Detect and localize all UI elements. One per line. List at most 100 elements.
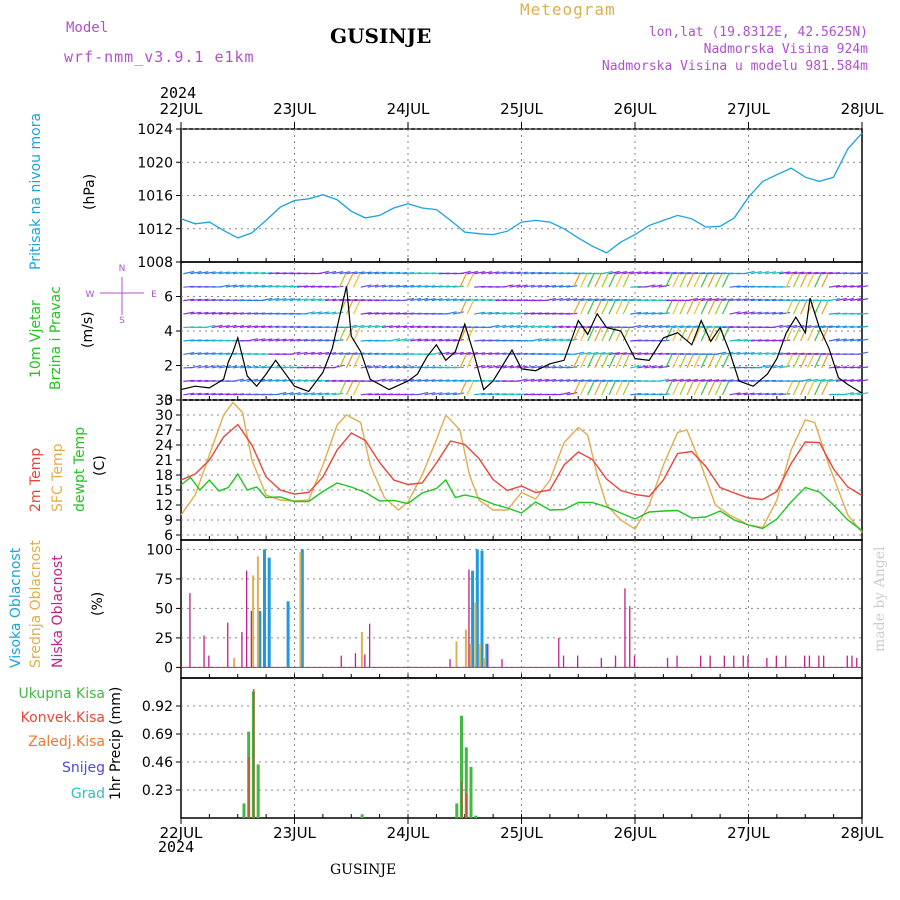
- cloud-bar-mid: [233, 657, 236, 668]
- precip-bar-convective: [465, 793, 468, 818]
- cloud-bar-high: [471, 570, 475, 668]
- y-tick-label: 0.46: [142, 755, 173, 771]
- station-elevation: Nadmorska Visina 924m: [703, 42, 868, 57]
- cloud-bar-high: [267, 557, 271, 668]
- cloud-bar-low: [823, 655, 825, 668]
- meteogram-label: Meteogram: [520, 0, 616, 19]
- panel-frame: [180, 539, 863, 679]
- cloud-bar-low: [747, 655, 749, 668]
- cloud-bar-high: [485, 643, 489, 668]
- cloud-bar-low: [700, 655, 702, 668]
- panel-frame: [180, 399, 863, 541]
- cloud-bar-low: [766, 657, 768, 668]
- wind-speed-line: [180, 285, 863, 394]
- cloud-bar-mid: [479, 643, 482, 668]
- page-title: GUSINJE: [330, 24, 432, 48]
- cloud-bar-mid: [464, 629, 467, 668]
- cloud-bar-low: [676, 655, 678, 668]
- cloud-bar-low: [468, 569, 470, 668]
- cloud-bar-low: [189, 593, 191, 668]
- panel-frame: [180, 677, 863, 819]
- cloud-bar-low: [241, 632, 243, 668]
- x-date-label-bottom: 24JUL: [387, 824, 430, 842]
- x-date-label-top: 28JUL: [841, 100, 884, 118]
- cloud-bar-mid: [474, 602, 477, 668]
- x-date-label-bottom: 27JUL: [727, 824, 770, 842]
- y-tick-label: 0: [164, 660, 173, 676]
- legend-total-rain: Ukupna Kisa: [18, 686, 105, 702]
- y-tick-label: 75: [155, 572, 173, 588]
- cloud-bar-low: [846, 655, 848, 668]
- cloud-bar-low: [227, 622, 229, 668]
- cloud-bar-low: [804, 655, 806, 668]
- compass-north-label: N: [119, 264, 126, 274]
- cloud-bar-high: [300, 549, 304, 668]
- cloud-bar-low: [600, 657, 602, 668]
- cloud-bar-mid: [299, 551, 302, 668]
- y-tick-label: 6: [164, 528, 173, 544]
- compass-east-label: E: [151, 290, 157, 300]
- x-date-label-bottom: 28JUL: [841, 824, 884, 842]
- compass-south-label: S: [119, 316, 125, 326]
- y-tick-label: 50: [155, 601, 173, 617]
- precip-bar-total: [242, 803, 246, 818]
- cloud-bar-low: [808, 655, 811, 668]
- y-tick-label: 25: [155, 631, 173, 647]
- model-elevation: Nadmorska Visina u modelu 981.584m: [601, 59, 868, 74]
- cloud-bar-low: [577, 655, 579, 668]
- cloud-bar-high: [258, 610, 262, 668]
- precip-bar-total: [469, 766, 473, 818]
- compass-west-label: W: [86, 290, 95, 300]
- cloud-bar-low: [666, 657, 669, 668]
- precip-bar-convective: [248, 757, 250, 818]
- y-tick-label: 12: [155, 498, 173, 514]
- x-date-label-bottom: 23JUL: [273, 824, 316, 842]
- y-tick-label: 21: [155, 453, 173, 469]
- pressure-line: [180, 132, 863, 254]
- y-tick-label: 9: [164, 513, 173, 529]
- cloud-bar-low: [364, 654, 366, 668]
- legend-convective-rain: Konvek.Kisa: [20, 710, 105, 726]
- cloud-bar-low: [340, 655, 342, 668]
- cloud-bar-low: [250, 610, 252, 668]
- legend-snow: Snijeg: [61, 760, 105, 776]
- cloud-bar-low: [369, 623, 371, 668]
- y-tick-label: 2: [164, 359, 173, 375]
- y-tick-label: 1008: [137, 255, 173, 271]
- cloud-bar-low: [709, 655, 711, 668]
- cloud-bar-mid: [360, 632, 363, 668]
- y-tick-label: 1016: [137, 189, 173, 205]
- y-tick-label: 15: [155, 483, 173, 499]
- cloud-bar-high: [480, 550, 484, 668]
- cloud-bar-low: [614, 655, 617, 668]
- x-date-label-bottom: 25JUL: [500, 824, 543, 842]
- cloud-bar-low: [354, 653, 357, 668]
- y-tick-label: 24: [155, 438, 173, 454]
- y-tick-label: 1024: [137, 122, 173, 138]
- y-tick-label: 0: [164, 393, 173, 409]
- cloud-bar-low: [501, 659, 503, 668]
- footer-station-name: GUSINJE: [330, 862, 397, 878]
- legend-freezing-rain: Zaledj.Kisa: [28, 734, 105, 750]
- x-date-label-bottom: 22JUL: [160, 824, 203, 842]
- cloud-bar-mid: [469, 643, 472, 668]
- x-date-label-top: 24JUL: [387, 100, 430, 118]
- y-tick-label: 6: [164, 290, 173, 306]
- cloud-bar-low: [818, 655, 820, 668]
- cloud-bar-low: [633, 655, 636, 668]
- y-tick-label: 0.69: [142, 727, 173, 743]
- cloud-bar-low: [742, 655, 744, 668]
- cloud-bar-high: [286, 601, 290, 668]
- model-label: Model: [66, 20, 109, 36]
- x-date-label-top: 22JUL: [160, 100, 203, 118]
- precip-bar-total: [464, 747, 468, 818]
- cloud-bar-low: [629, 606, 631, 668]
- y-tick-label: 33: [155, 393, 173, 409]
- y-tick-label: 27: [155, 423, 173, 439]
- precip-bar-total: [256, 764, 260, 818]
- cloud-bar-low: [203, 635, 205, 668]
- precip-bar-total: [360, 814, 364, 818]
- cloud-bar-low: [851, 655, 853, 668]
- cloud-bar-mid: [252, 575, 255, 668]
- cloud-bar-low: [562, 655, 565, 668]
